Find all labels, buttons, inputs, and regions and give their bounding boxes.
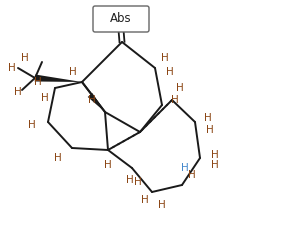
Text: H: H <box>211 150 219 160</box>
Text: H: H <box>211 160 219 170</box>
Text: H: H <box>88 95 96 105</box>
Text: H: H <box>161 53 169 63</box>
Text: H: H <box>171 95 179 105</box>
Text: H: H <box>204 113 212 123</box>
Text: H: H <box>104 160 112 170</box>
Text: H: H <box>176 83 184 93</box>
Text: H: H <box>206 125 214 135</box>
Text: H: H <box>188 170 196 180</box>
Text: H: H <box>141 195 149 205</box>
Text: H: H <box>166 67 174 77</box>
Text: Abs: Abs <box>110 12 132 26</box>
Text: H: H <box>158 200 166 210</box>
Polygon shape <box>88 93 105 112</box>
Text: H: H <box>54 153 62 163</box>
Text: H: H <box>34 77 42 87</box>
Text: H: H <box>41 93 49 103</box>
Text: H: H <box>69 67 77 77</box>
Polygon shape <box>35 75 82 82</box>
Text: H: H <box>14 87 22 97</box>
Text: H: H <box>181 163 189 173</box>
Text: H: H <box>8 63 16 73</box>
Text: H: H <box>21 53 29 63</box>
Text: H: H <box>134 177 142 187</box>
Text: H: H <box>28 120 36 130</box>
Text: H: H <box>126 175 134 185</box>
FancyBboxPatch shape <box>93 6 149 32</box>
